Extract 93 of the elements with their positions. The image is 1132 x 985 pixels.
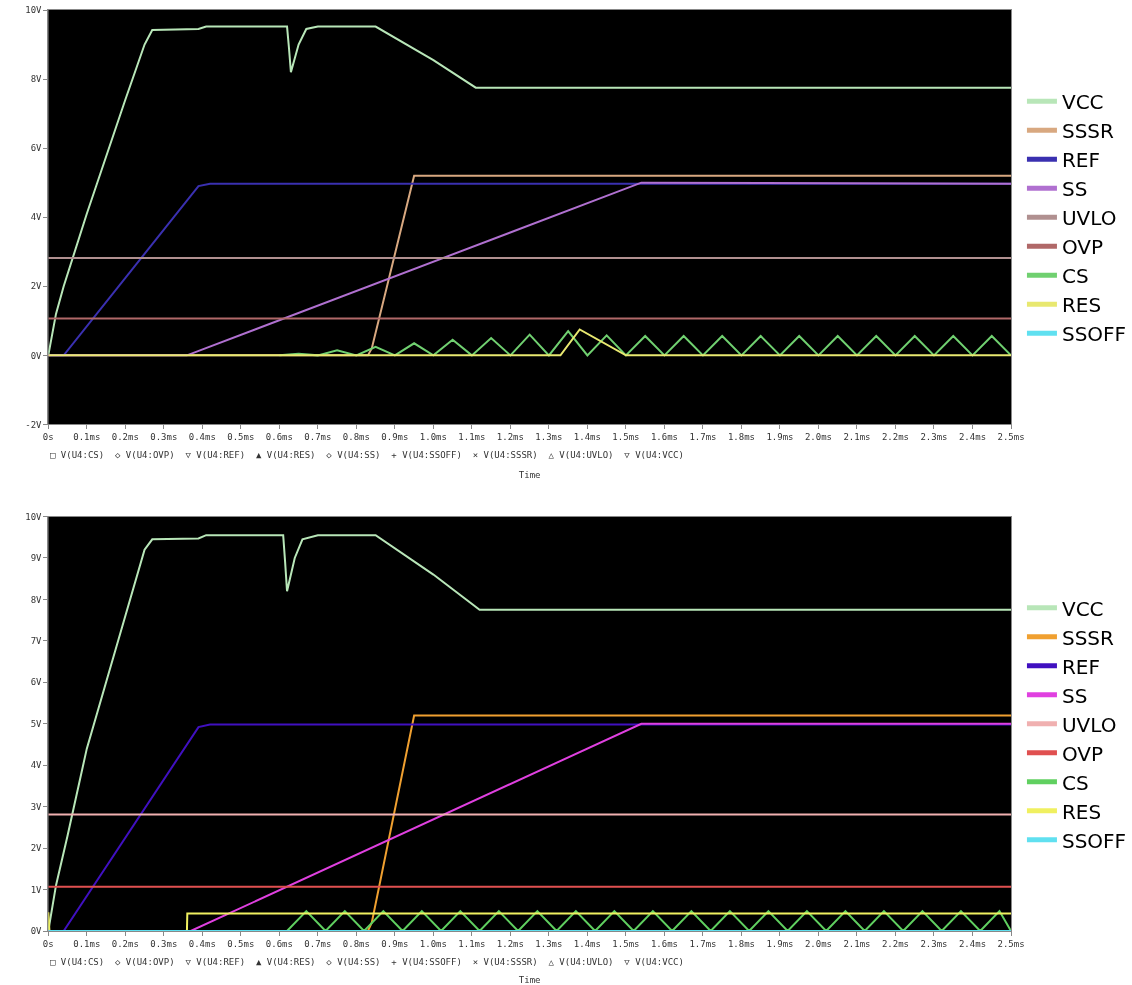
text: □ V(U4:CS) ◇ V(U4:OVP) ▽ V(U4:REF) ▲ V(U4:RES) ◇ V(U4:SS) + V(U4:SSOFF) × V(U4:SSSR) △ V(U4:UVLO) ▽ V(U4:VCC) bbox=[50, 450, 684, 460]
legend-label: OVP bbox=[1061, 741, 1104, 766]
x-tick-label: 1.1ms bbox=[458, 432, 486, 443]
legend-label: REF bbox=[1061, 654, 1100, 679]
x-tick-label: 0.2ms bbox=[111, 432, 139, 443]
x-tick-label: 2.4ms bbox=[958, 432, 987, 443]
legend-label: RES bbox=[1061, 799, 1102, 824]
legend-label: OVP bbox=[1061, 235, 1104, 260]
x-tick-label: 0s bbox=[42, 432, 54, 443]
legend-label: SSSR bbox=[1061, 119, 1115, 144]
legend-label: UVLO bbox=[1061, 206, 1117, 231]
legend-label: CS bbox=[1061, 264, 1089, 289]
x-tick-label: 0.4ms bbox=[188, 938, 216, 949]
y-tick-label: 8V bbox=[30, 594, 43, 605]
y-tick-label: 6V bbox=[30, 143, 43, 154]
x-tick-label: 0.5ms bbox=[227, 938, 255, 949]
y-tick-label: 0V bbox=[30, 350, 43, 361]
legend-label: SSSR bbox=[1061, 625, 1115, 650]
legend-label: RES bbox=[1061, 293, 1102, 318]
x-tick-label: 1.0ms bbox=[419, 938, 447, 949]
x-tick-label: 0.8ms bbox=[342, 432, 370, 443]
x-tick-label: 1.8ms bbox=[727, 432, 755, 443]
x-tick-label: 2.0ms bbox=[804, 432, 833, 443]
x-tick-label: 1.2ms bbox=[496, 938, 524, 949]
x-tick-label: 2.1ms bbox=[843, 938, 871, 949]
x-tick-label: 1.6ms bbox=[650, 432, 678, 443]
legend-label: UVLO bbox=[1061, 712, 1117, 737]
x-tick-label: 1.9ms bbox=[766, 938, 794, 949]
x-tick-label: 0s bbox=[42, 938, 54, 949]
x-tick-label: 0.3ms bbox=[150, 432, 178, 443]
x-tick-label: 1.5ms bbox=[612, 938, 640, 949]
x-tick-label: 2.5ms bbox=[997, 432, 1025, 443]
x-tick-label: 1.7ms bbox=[689, 432, 717, 443]
y-tick-label: 7V bbox=[30, 636, 43, 647]
x-tick-label: 2.4ms bbox=[958, 938, 987, 949]
x-tick-label: 0.3ms bbox=[150, 938, 178, 949]
legend-label: SS bbox=[1061, 177, 1088, 202]
y-tick-label: 9V bbox=[30, 553, 43, 564]
x-tick-label: 1.9ms bbox=[766, 432, 794, 443]
y-tick-label: 3V bbox=[30, 801, 43, 812]
x-tick-label: 2.1ms bbox=[843, 432, 871, 443]
y-tick-label: 2V bbox=[30, 281, 43, 292]
y-tick-label: 0V bbox=[30, 926, 43, 937]
x-tick-label: 0.7ms bbox=[304, 432, 332, 443]
x-tick-label: 2.0ms bbox=[804, 938, 833, 949]
y-tick-label: 10V bbox=[25, 5, 43, 16]
x-tick-label: 1.3ms bbox=[535, 432, 563, 443]
x-tick-label: 0.2ms bbox=[111, 938, 139, 949]
x-tick-label: 1.0ms bbox=[419, 432, 447, 443]
y-tick-label: 2V bbox=[30, 843, 43, 854]
x-tick-label: 1.5ms bbox=[612, 432, 640, 443]
x-tick-label: 0.9ms bbox=[381, 432, 409, 443]
line-series bbox=[48, 25, 1012, 357]
x-tick-label: 2.3ms bbox=[920, 432, 948, 443]
legend-label: REF bbox=[1061, 148, 1100, 173]
x-axis-title: Time bbox=[518, 470, 541, 481]
legend-label: SS bbox=[1061, 683, 1088, 708]
x-tick-label: 0.6ms bbox=[265, 432, 293, 443]
legend-label: SSOFF bbox=[1061, 828, 1127, 853]
x-tick-label: 0.9ms bbox=[381, 938, 409, 949]
legend-label: VCC bbox=[1061, 90, 1104, 115]
y-tick-label: 5V bbox=[30, 718, 43, 729]
y-tick-label: 8V bbox=[30, 74, 43, 85]
x-tick-label: 2.2ms bbox=[881, 938, 910, 949]
x-tick-label: 0.8ms bbox=[342, 938, 370, 949]
y-tick-label: 10V bbox=[25, 511, 43, 522]
x-tick-label: 1.1ms bbox=[458, 938, 486, 949]
x-tick-label: 1.8ms bbox=[727, 938, 755, 949]
text: □ V(U4:CS) ◇ V(U4:OVP) ▽ V(U4:REF) ▲ V(U4:RES) ◇ V(U4:SS) + V(U4:SSOFF) × V(U4:SSSR) △ V(U4:UVLO) ▽ V(U4:VCC) bbox=[50, 957, 684, 967]
x-tick-label: 2.3ms bbox=[920, 938, 948, 949]
y-tick-label: -2V bbox=[25, 419, 43, 430]
x-tick-label: 1.4ms bbox=[573, 938, 601, 949]
x-tick-label: 1.3ms bbox=[535, 938, 563, 949]
legend-label: CS bbox=[1061, 770, 1089, 795]
y-tick-label: 1V bbox=[30, 884, 43, 895]
legend-label: VCC bbox=[1061, 596, 1104, 621]
x-tick-label: 2.5ms bbox=[997, 938, 1025, 949]
x-tick-label: 1.4ms bbox=[573, 432, 601, 443]
y-tick-label: 4V bbox=[30, 760, 43, 771]
x-tick-label: 0.1ms bbox=[73, 938, 101, 949]
x-tick-label: 0.6ms bbox=[265, 938, 293, 949]
x-axis-title: Time bbox=[518, 975, 541, 985]
x-tick-label: 0.1ms bbox=[73, 432, 101, 443]
x-tick-label: 1.7ms bbox=[689, 938, 717, 949]
x-tick-label: 1.6ms bbox=[650, 938, 678, 949]
x-tick-label: 0.5ms bbox=[227, 432, 255, 443]
y-tick-label: 6V bbox=[30, 677, 43, 688]
x-tick-label: 2.2ms bbox=[881, 432, 910, 443]
y-tick-label: 4V bbox=[30, 212, 43, 223]
x-tick-label: 0.4ms bbox=[188, 432, 216, 443]
legend-label: SSOFF bbox=[1061, 322, 1127, 347]
x-tick-label: 1.2ms bbox=[496, 432, 524, 443]
x-tick-label: 0.7ms bbox=[304, 938, 332, 949]
